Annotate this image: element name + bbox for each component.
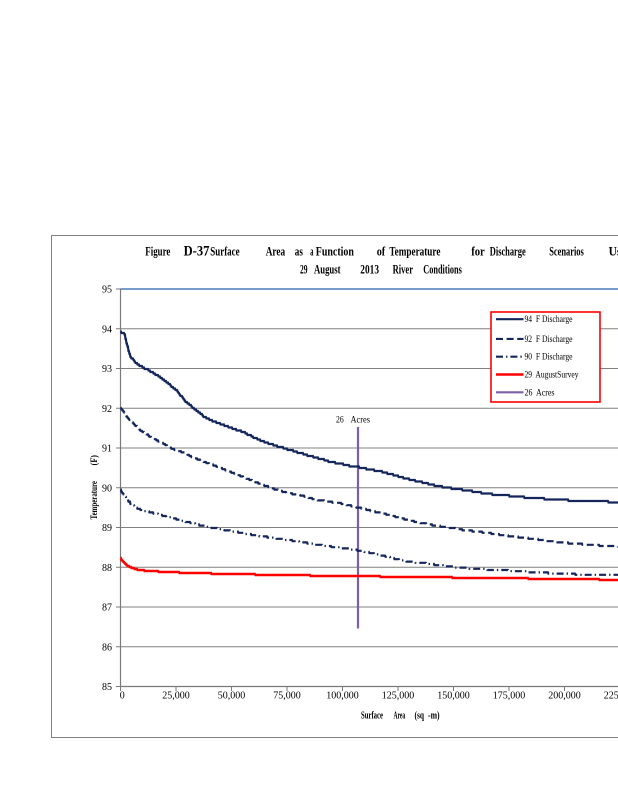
- svg-text:29: 29: [300, 261, 308, 276]
- svg-text:Scenarios: Scenarios: [549, 244, 584, 259]
- svg-text:89: 89: [102, 523, 112, 534]
- svg-text:90: 90: [102, 483, 112, 494]
- svg-text:for: for: [471, 244, 485, 259]
- svg-text:Discharge: Discharge: [490, 244, 526, 259]
- svg-text:87: 87: [102, 603, 112, 614]
- svg-text:(sq: (sq: [415, 711, 425, 722]
- svg-text:85: 85: [102, 682, 112, 693]
- svg-text:of: of: [377, 244, 386, 259]
- svg-text:Surface: Surface: [361, 711, 383, 722]
- svg-text:as: as: [295, 244, 303, 259]
- svg-text:Temperature: Temperature: [389, 244, 440, 259]
- svg-text:Figure: Figure: [145, 244, 170, 259]
- svg-text:River: River: [393, 261, 414, 276]
- svg-text:Area: Area: [394, 711, 406, 722]
- svg-text:93: 93: [102, 364, 112, 375]
- svg-text:Using: Using: [609, 244, 618, 259]
- svg-text:August: August: [314, 261, 341, 276]
- svg-text:175,000: 175,000: [493, 691, 526, 702]
- svg-text:95: 95: [102, 285, 112, 296]
- svg-text:100,000: 100,000: [326, 691, 359, 702]
- svg-text:26 Acres: 26 Acres: [525, 387, 555, 397]
- svg-text:Surface: Surface: [210, 244, 239, 259]
- svg-text:26: 26: [336, 416, 344, 426]
- svg-text:92: 92: [102, 404, 112, 415]
- svg-text:86: 86: [102, 642, 112, 653]
- svg-text:150,000: 150,000: [437, 691, 470, 702]
- svg-text:94: 94: [102, 324, 112, 335]
- svg-text:0: 0: [120, 691, 125, 702]
- svg-text:-m): -m): [428, 711, 440, 722]
- svg-text:125,000: 125,000: [382, 691, 415, 702]
- svg-text:90 F Discharge: 90 F Discharge: [525, 352, 573, 362]
- svg-text:50,000: 50,000: [218, 691, 246, 702]
- svg-text:Temperature: Temperature: [90, 481, 100, 520]
- svg-text:94 F Discharge: 94 F Discharge: [525, 314, 573, 324]
- svg-text:200,000: 200,000: [548, 691, 581, 702]
- svg-text:Area: Area: [266, 244, 286, 259]
- svg-text:2013: 2013: [360, 261, 379, 276]
- svg-text:Conditions: Conditions: [423, 261, 462, 276]
- svg-text:a: a: [310, 244, 313, 259]
- svg-text:D-37: D-37: [184, 244, 210, 260]
- svg-text:29 AugustSurvey: 29 AugustSurvey: [525, 370, 579, 380]
- svg-text:75,000: 75,000: [273, 691, 301, 702]
- svg-text:92 F Discharge: 92 F Discharge: [525, 334, 573, 344]
- svg-text:Acres: Acres: [351, 416, 371, 426]
- svg-text:25,000: 25,000: [162, 691, 190, 702]
- svg-text:225,000: 225,000: [604, 691, 618, 702]
- svg-text:Function: Function: [316, 244, 355, 259]
- svg-text:88: 88: [102, 563, 112, 574]
- svg-text:(F): (F): [89, 455, 100, 466]
- svg-text:91: 91: [102, 444, 112, 455]
